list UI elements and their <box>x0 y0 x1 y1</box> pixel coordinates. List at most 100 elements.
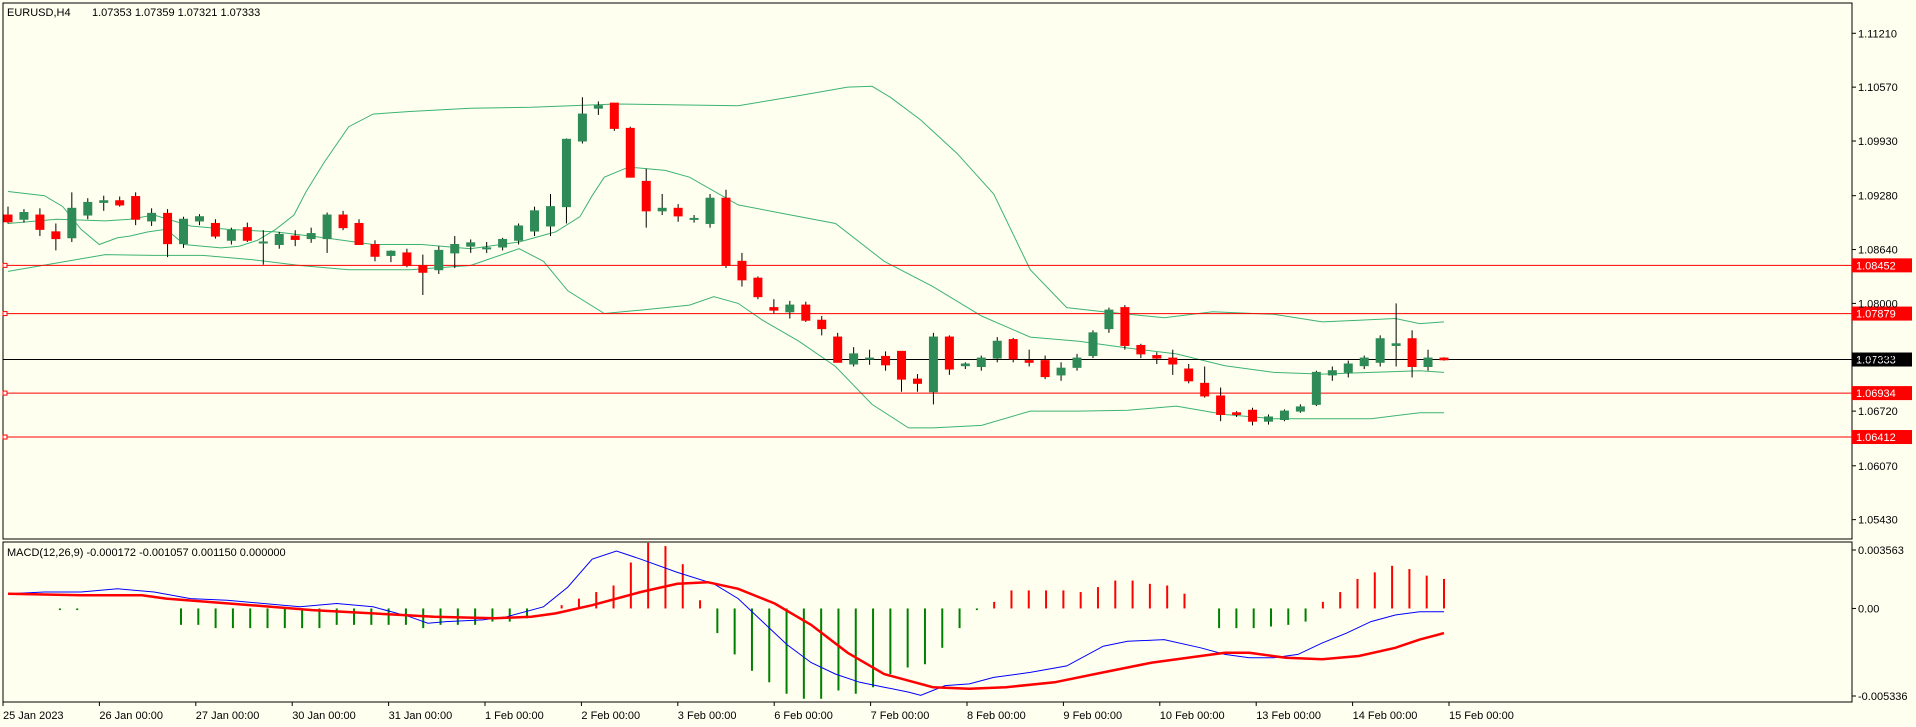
candle-bull <box>577 113 587 142</box>
level-price-text: 1.06934 <box>1856 388 1896 400</box>
time-tick-label: 15 Feb 00:00 <box>1449 710 1514 722</box>
candle-bear <box>769 307 779 311</box>
candle-bear <box>801 304 811 321</box>
candle-bear <box>1120 307 1130 346</box>
macd-tick-label: 0.00 <box>1858 603 1879 615</box>
price-tick-label: 1.06720 <box>1858 406 1898 418</box>
candle-bull <box>960 363 970 367</box>
candle-bear <box>881 355 891 366</box>
candle-bull <box>1343 363 1353 373</box>
time-tick-label: 3 Feb 00:00 <box>678 710 737 722</box>
macd-axis: 0.003563 0.00 -0.005336 <box>1852 545 1908 703</box>
candle-bear <box>1008 339 1018 360</box>
candle-bear <box>1248 409 1258 422</box>
candle-bull <box>226 229 236 241</box>
macd-histogram <box>58 542 1445 699</box>
level-anchor[interactable] <box>2 262 8 268</box>
band-lower <box>7 248 1444 429</box>
candle-bull <box>1311 371 1321 405</box>
horizontal-levels[interactable]: 1.08452 1.07879 1.06934 1.06412 1.07333 <box>2 258 1912 445</box>
macd-label: MACD(12,26,9) -0.000172 -0.001057 0.0011… <box>7 547 286 559</box>
symbol-label: EURUSD,H4 <box>7 7 71 19</box>
candle-bull <box>19 212 29 220</box>
candle-bull <box>785 304 795 313</box>
candle-bear <box>1407 338 1417 368</box>
candle-bull <box>179 218 189 245</box>
candle-bull <box>976 357 986 368</box>
macd-tick-label: 0.003563 <box>1858 545 1904 557</box>
price-panel[interactable] <box>2 2 1853 540</box>
macd-tick-label: -0.005336 <box>1858 691 1908 703</box>
candlesticks <box>3 97 1449 426</box>
price-tick-label: 1.11210 <box>1858 28 1897 40</box>
macd-panel[interactable] <box>2 541 1853 703</box>
candle-bear <box>641 180 651 212</box>
candle-bear <box>51 231 61 240</box>
candle-bull <box>865 357 875 360</box>
candle-bull <box>1295 406 1305 412</box>
time-tick-label: 14 Feb 00:00 <box>1353 710 1418 722</box>
candle-bear <box>402 252 412 267</box>
level-price-text: 1.06412 <box>1856 432 1896 444</box>
candle-bear <box>897 350 907 380</box>
macd-lines <box>7 550 1445 696</box>
candle-bull <box>992 340 1002 359</box>
price-tick-label: 1.06070 <box>1858 461 1898 473</box>
level-anchor[interactable] <box>2 390 8 396</box>
candle-bull <box>99 200 109 203</box>
candle-bear <box>1152 355 1162 359</box>
candle-bear <box>290 235 300 240</box>
candle-bull <box>1359 357 1369 367</box>
time-tick-label: 13 Feb 00:00 <box>1256 710 1321 722</box>
candle-bull <box>1327 370 1337 376</box>
time-tick-label: 6 Feb 00:00 <box>774 710 833 722</box>
candle-bull <box>545 206 555 227</box>
time-tick-label: 31 Jan 00:00 <box>389 710 453 722</box>
price-tick-label: 1.09930 <box>1858 136 1898 148</box>
candle-bull <box>83 201 93 216</box>
candle-bear <box>242 227 252 241</box>
candle-bear <box>1216 395 1226 415</box>
level-price-tag <box>1852 258 1912 273</box>
level-anchor[interactable] <box>2 434 8 440</box>
price-tick-label: 1.10570 <box>1858 82 1898 94</box>
time-tick-label: 27 Jan 00:00 <box>196 710 260 722</box>
candle-bear <box>1168 357 1178 365</box>
price-tick-label: 1.05430 <box>1858 515 1898 527</box>
time-tick-label: 2 Feb 00:00 <box>581 710 640 722</box>
candle-bull <box>561 138 571 208</box>
candle-bull <box>450 243 460 254</box>
candle-bull <box>434 249 444 271</box>
candle-bull <box>1423 357 1433 368</box>
candle-bear <box>737 260 747 281</box>
candle-bull <box>322 214 332 240</box>
candle-bear <box>817 319 827 330</box>
time-tick-label: 1 Feb 00:00 <box>485 710 544 722</box>
candle-bull <box>1375 338 1385 363</box>
candle-bull <box>466 242 476 247</box>
candle-bear <box>115 200 125 206</box>
candle-bull <box>1263 416 1273 422</box>
candle-bear <box>833 336 843 363</box>
time-tick-label: 26 Jan 00:00 <box>99 710 163 722</box>
level-price-tag <box>1852 430 1912 445</box>
candle-bear <box>1184 368 1194 382</box>
candle-bull <box>530 210 540 232</box>
candle-bear <box>418 265 428 273</box>
level-price-tag <box>1852 386 1912 401</box>
price-tick-label: 1.09280 <box>1858 191 1898 203</box>
candle-bear <box>912 378 922 384</box>
candle-bull <box>514 225 524 241</box>
candle-bull <box>705 197 715 224</box>
candle-bull <box>258 241 268 244</box>
candle-bull <box>147 212 157 222</box>
candle-bull <box>1104 309 1114 330</box>
candle-bear <box>721 197 731 267</box>
candle-bull <box>689 217 699 220</box>
level-anchor[interactable] <box>2 311 8 317</box>
candle-bear <box>673 207 683 217</box>
band-middle <box>7 166 1445 375</box>
candle-bear <box>944 336 954 370</box>
current-price-text: 1.07333 <box>1856 355 1896 367</box>
